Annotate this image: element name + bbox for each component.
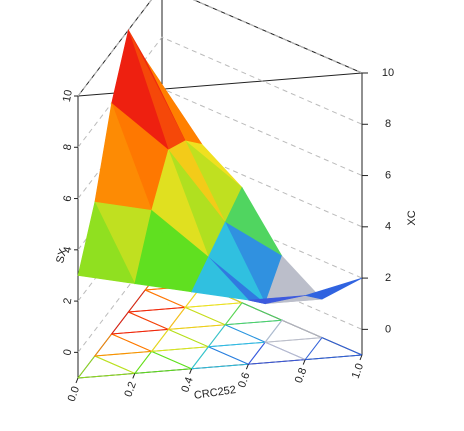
z-tick-label: 4 bbox=[385, 221, 391, 233]
grid-line bbox=[77, 36, 363, 148]
z-tick-label: 8 bbox=[385, 118, 391, 130]
left-tick-label: 6 bbox=[61, 194, 74, 202]
x-tick bbox=[245, 364, 249, 370]
x-tick bbox=[359, 354, 363, 361]
x-tick-label: 0.6 bbox=[236, 371, 253, 389]
x-tick-label: 0.2 bbox=[122, 380, 139, 398]
z-tick-label: 0 bbox=[385, 323, 391, 335]
z-axis-label: XC bbox=[406, 210, 418, 225]
base-contour bbox=[224, 302, 283, 326]
x-tick bbox=[189, 368, 193, 374]
grid-line bbox=[77, 0, 363, 97]
surface-patch bbox=[134, 209, 193, 293]
x-tick-label: 0.4 bbox=[179, 376, 196, 394]
x-tick-label: 0.0 bbox=[66, 385, 83, 403]
base-contour bbox=[304, 336, 363, 361]
box-edge bbox=[77, 0, 152, 97]
z-tick-label: 6 bbox=[385, 169, 391, 181]
left-tick-label: 2 bbox=[61, 297, 74, 305]
left-axis-label: SX bbox=[54, 247, 70, 265]
x-tick-label: 1.0 bbox=[350, 362, 367, 380]
x-tick-label: 0.8 bbox=[293, 366, 310, 384]
base-contour bbox=[264, 319, 323, 343]
left-tick-label: 0 bbox=[61, 348, 74, 356]
left-tick-label: 4 bbox=[61, 246, 74, 254]
surface-patch bbox=[77, 201, 136, 285]
surface-patch bbox=[248, 295, 306, 305]
x-tick bbox=[75, 377, 79, 384]
x-axis-label: CRC252 bbox=[193, 384, 236, 402]
left-tick-label: 10 bbox=[61, 89, 75, 103]
left-tick-label: 8 bbox=[61, 143, 74, 151]
x-tick bbox=[132, 373, 136, 379]
x-tick bbox=[302, 359, 306, 365]
z-tick-label: 10 bbox=[382, 67, 394, 79]
surface-patch bbox=[191, 256, 250, 301]
surface-patch bbox=[304, 277, 363, 300]
z-tick-label: 2 bbox=[385, 272, 391, 284]
